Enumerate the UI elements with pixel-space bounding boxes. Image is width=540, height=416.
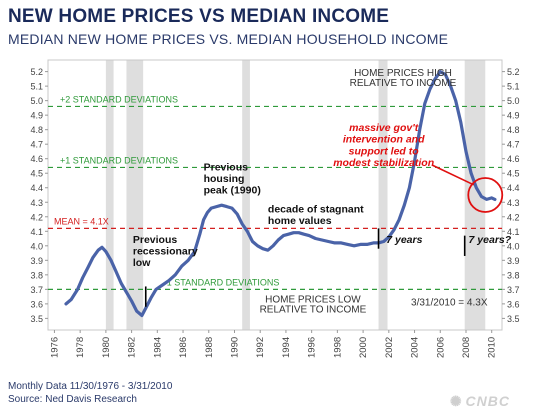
y-tick-label-right: 4.3	[507, 198, 520, 208]
x-tick-label: 1980	[101, 337, 112, 358]
reference-line-label: +2 STANDARD DEVIATIONS	[60, 94, 178, 104]
recession-band	[464, 60, 486, 330]
x-tick-label: 1996	[307, 337, 318, 358]
y-tick-label-right: 4.2	[507, 212, 520, 222]
annotation-text: massive gov't	[349, 122, 419, 134]
x-tick-label: 2000	[358, 337, 369, 358]
x-tick-label: 1994	[281, 337, 292, 358]
y-tick-label-left: 4.8	[30, 125, 43, 135]
y-tick-label-right: 4.4	[507, 183, 520, 193]
reference-line-label: MEAN = 4.1X	[54, 216, 109, 226]
y-tick-label-right: 3.6	[507, 299, 520, 309]
x-tick-label: 1976	[49, 337, 60, 358]
y-tick-label-left: 4.1	[30, 227, 43, 237]
x-tick-label: 2006	[435, 337, 446, 358]
footer-date-range: Monthly Data 11/30/1976 - 3/31/2010	[8, 381, 173, 392]
y-tick-label-right: 4.6	[507, 154, 520, 164]
annotation-text: HOME PRICES HIGH	[354, 68, 452, 79]
recession-band	[126, 60, 144, 330]
y-tick-label-right: 4.0	[507, 241, 520, 251]
footer-source: Source: Ned Davis Research	[8, 394, 137, 405]
peacock-icon: ✺	[449, 393, 463, 409]
chart-plot: 3.5 3.5 3.6 3.6 3.7 3.7 3.8 3.8 3.9 3.9 4.0 4.0 4.1 4…	[30, 59, 520, 358]
annotation-text: housing	[204, 173, 245, 185]
y-tick-label-left: 3.5	[30, 314, 43, 324]
y-tick-label-left: 4.3	[30, 198, 43, 208]
annotation-text: HOME PRICES LOW	[265, 294, 361, 305]
y-tick-label-right: 4.5	[507, 169, 520, 179]
x-tick-label: 1986	[178, 337, 189, 358]
annotation-text: Previous	[133, 234, 178, 246]
y-tick-label-left: 4.5	[30, 169, 43, 179]
annotation-text: decade of stagnant	[268, 203, 364, 215]
reference-line-label: -1 STANDARD DEVIATIONS	[164, 277, 280, 287]
y-tick-label-right: 5.0	[507, 96, 520, 106]
y-tick-label-left: 5.1	[30, 82, 43, 92]
y-tick-label-left: 4.9	[30, 111, 43, 121]
y-tick-label-left: 4.0	[30, 241, 43, 251]
annotation-text: RELATIVE TO INCOME	[350, 78, 457, 89]
annotation-text: home values	[268, 215, 332, 227]
y-tick-label-left: 5.2	[30, 67, 43, 77]
y-tick-label-left: 3.7	[30, 285, 43, 295]
annotation-text: Previous	[204, 161, 249, 173]
annotation-text: 7 years	[386, 234, 422, 246]
x-tick-label: 2008	[461, 337, 472, 358]
y-tick-label-right: 3.9	[507, 256, 520, 266]
x-tick-label: 1978	[75, 337, 86, 358]
y-tick-label-right: 3.5	[507, 314, 520, 324]
reference-line-label: +1 STANDARD DEVIATIONS	[60, 155, 178, 165]
x-tick-label: 2010	[487, 337, 498, 358]
annotation-text: peak (1990)	[204, 185, 261, 197]
recession-band	[105, 60, 114, 330]
y-tick-label-left: 4.4	[30, 183, 43, 193]
series-line	[64, 70, 497, 318]
annotation-text: intervention and	[343, 134, 425, 146]
annotation-text: RELATIVE TO INCOME	[260, 305, 367, 316]
y-tick-label-left: 3.8	[30, 270, 43, 280]
annotation-text: 7 years?	[469, 234, 512, 246]
annotation-text: low	[133, 257, 151, 269]
x-tick-label: 2004	[410, 337, 421, 358]
x-tick-label: 1982	[127, 337, 138, 358]
annotation-text: recessionary	[133, 246, 198, 258]
y-tick-label-right: 5.2	[507, 67, 520, 77]
annotation-text: 3/31/2010 = 4.3X	[411, 297, 488, 308]
callout-circle	[467, 177, 504, 213]
chart-title: NEW HOME PRICES VS MEDIAN INCOME	[8, 6, 390, 27]
x-tick-label: 2002	[384, 337, 395, 358]
y-tick-label-right: 4.7	[507, 140, 520, 150]
x-tick-label: 1992	[255, 337, 266, 358]
x-tick-label: 1998	[332, 337, 343, 358]
recession-band	[242, 60, 250, 330]
x-tick-label: 1984	[152, 337, 163, 358]
y-tick-label-right: 4.8	[507, 125, 520, 135]
y-tick-label-left: 4.6	[30, 154, 43, 164]
cnbc-logo: ✺ CNBC	[449, 393, 510, 409]
y-tick-label-right: 4.9	[507, 111, 520, 121]
y-tick-label-right: 3.7	[507, 285, 520, 295]
x-tick-label: 1990	[229, 337, 240, 358]
y-tick-label-left: 5.0	[30, 96, 43, 106]
y-tick-label-right: 3.8	[507, 270, 520, 280]
annotation-text: modest stabilization	[333, 157, 434, 169]
y-tick-label-left: 4.7	[30, 140, 43, 150]
callout-arrow-line	[432, 164, 475, 186]
y-tick-label-left: 3.6	[30, 299, 43, 309]
y-tick-label-left: 4.2	[30, 212, 43, 222]
y-tick-label-right: 5.1	[507, 82, 520, 92]
annotation-text: support led to	[349, 145, 420, 157]
y-tick-label-left: 3.9	[30, 256, 43, 266]
x-tick-label: 1988	[204, 337, 215, 358]
chart-subtitle: MEDIAN NEW HOME PRICES VS. MEDIAN HOUSEH…	[8, 31, 449, 47]
recession-band	[378, 60, 388, 330]
y-tick-label-right: 4.1	[507, 227, 520, 237]
